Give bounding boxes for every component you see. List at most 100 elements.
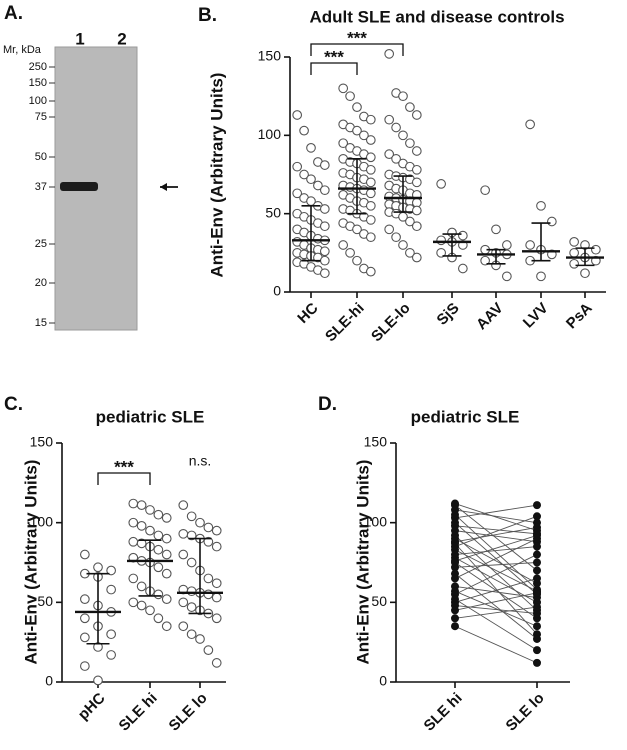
pair-line xyxy=(454,538,538,584)
data-point xyxy=(533,588,541,597)
data-point xyxy=(136,581,147,592)
y-tick-label: 100 xyxy=(30,513,54,529)
data-point xyxy=(365,200,376,211)
panel-label: B. xyxy=(198,5,217,26)
data-point xyxy=(178,621,189,632)
data-point xyxy=(365,177,376,188)
data-point xyxy=(153,544,164,555)
data-point xyxy=(405,247,415,258)
data-point xyxy=(93,675,103,686)
data-point xyxy=(533,501,541,510)
significance-bracket xyxy=(97,472,151,485)
y-tick-label: 150 xyxy=(364,434,388,450)
significance-bracket xyxy=(310,43,404,56)
marker-label: 250 xyxy=(29,61,47,73)
data-point xyxy=(186,511,197,522)
data-point xyxy=(411,177,422,188)
data-point xyxy=(384,114,395,125)
x-tick-label: SLE-hi xyxy=(322,300,368,346)
data-point xyxy=(106,629,116,640)
data-point xyxy=(80,549,90,560)
data-point xyxy=(411,252,422,263)
data-point xyxy=(161,621,172,632)
data-point xyxy=(106,565,116,576)
data-point xyxy=(533,622,541,631)
data-point xyxy=(569,258,579,269)
marker-label: 37 xyxy=(35,181,47,193)
pair-line xyxy=(454,543,538,635)
data-point xyxy=(345,247,355,258)
data-point xyxy=(533,603,541,612)
marker-label: 50 xyxy=(35,151,47,163)
pair-line xyxy=(454,573,538,640)
data-point xyxy=(533,558,541,567)
data-point xyxy=(319,204,330,214)
data-point xyxy=(128,498,139,509)
y-tick-label: 0 xyxy=(45,673,53,689)
data-point xyxy=(591,244,601,255)
band xyxy=(60,182,98,191)
data-point xyxy=(359,130,369,141)
data-point xyxy=(338,240,349,250)
data-point xyxy=(352,255,362,266)
data-point xyxy=(145,505,155,515)
x-tick-label: SjS xyxy=(434,300,463,329)
y-axis-label: Anti-Env (Arbitrary Units) xyxy=(207,73,226,278)
data-point xyxy=(491,224,501,235)
data-point xyxy=(365,188,376,199)
data-point xyxy=(525,240,535,250)
data-point xyxy=(93,562,103,573)
y-tick-label: 150 xyxy=(258,48,282,64)
x-tick-label: LVV xyxy=(520,300,552,332)
data-point xyxy=(319,246,330,257)
significance-label: *** xyxy=(114,457,134,476)
data-point xyxy=(405,102,415,112)
significance-bracket xyxy=(310,62,358,75)
pair-line xyxy=(454,535,538,611)
pair-line xyxy=(454,557,538,603)
data-point xyxy=(338,138,349,149)
pair-line xyxy=(454,525,538,535)
y-axis-label: Anti-Env (Arbitrary Units) xyxy=(353,460,372,665)
y-tick-label: 100 xyxy=(364,513,388,529)
marker-label: 75 xyxy=(35,111,47,123)
marker-label: 15 xyxy=(35,317,47,329)
data-point xyxy=(211,613,222,624)
data-point xyxy=(352,224,362,235)
x-tick-label: SLE hi xyxy=(116,690,161,735)
pair-line xyxy=(454,590,538,627)
data-point xyxy=(195,517,205,528)
data-point xyxy=(161,549,172,560)
data-point xyxy=(384,49,395,59)
data-point xyxy=(195,634,205,644)
data-point xyxy=(80,632,90,643)
data-point xyxy=(533,646,541,655)
x-tick-label: pHC xyxy=(75,689,109,723)
data-point xyxy=(536,200,546,211)
data-point xyxy=(451,563,459,572)
data-point xyxy=(352,102,362,112)
pair-line xyxy=(454,509,538,524)
data-point xyxy=(411,221,422,232)
pair-line xyxy=(454,538,538,579)
data-point xyxy=(405,138,415,149)
data-point xyxy=(161,513,172,523)
data-point xyxy=(203,536,214,547)
data-point xyxy=(365,164,376,175)
data-point xyxy=(153,562,164,573)
data-point xyxy=(319,268,330,279)
x-tick-label: HC xyxy=(294,300,321,327)
data-point xyxy=(365,266,376,277)
significance-label: *** xyxy=(347,28,367,47)
data-point xyxy=(292,161,303,172)
data-point xyxy=(365,152,376,163)
data-point xyxy=(533,574,541,583)
panel-label: A. xyxy=(4,3,23,24)
x-tick-label: SLE-lo xyxy=(368,300,414,346)
data-point xyxy=(136,500,147,510)
data-point xyxy=(292,188,303,199)
pair-line xyxy=(454,514,538,590)
data-point xyxy=(536,271,546,282)
pair-line xyxy=(454,578,538,603)
